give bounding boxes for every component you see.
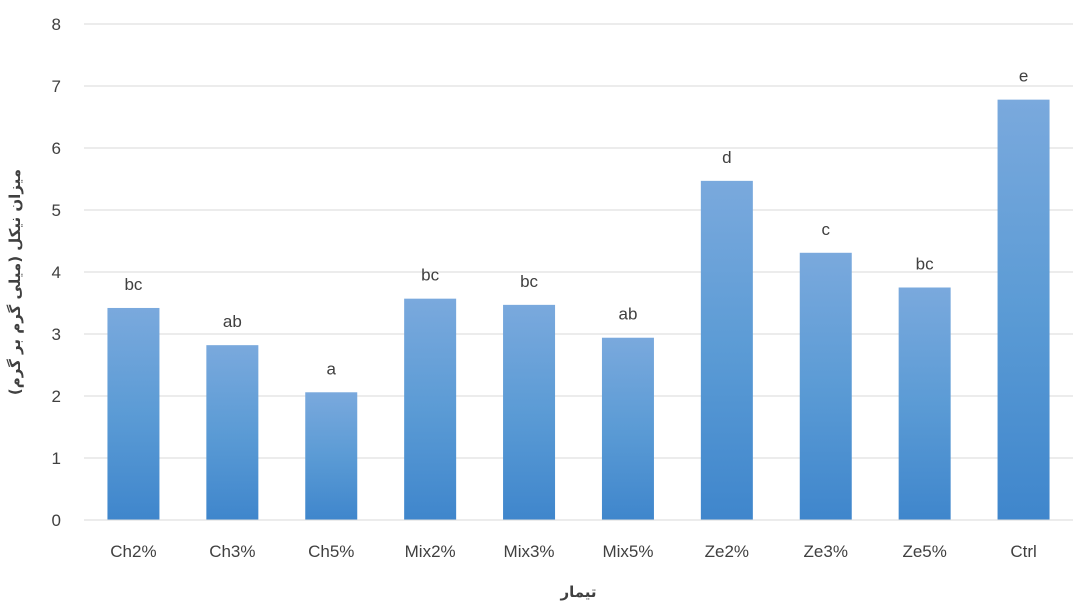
y-tick-label: 7 bbox=[52, 77, 61, 96]
y-axis-title: میزان نیکل (میلی گرم بر گرم) bbox=[6, 169, 24, 395]
y-tick-label: 0 bbox=[52, 511, 61, 530]
x-tick-label: Ch2% bbox=[110, 542, 156, 561]
y-tick-label: 4 bbox=[52, 263, 61, 282]
data-label: bc bbox=[124, 275, 142, 294]
x-tick-label: Mix5% bbox=[602, 542, 653, 561]
x-tick-label: Ctrl bbox=[1010, 542, 1036, 561]
bar bbox=[601, 337, 654, 520]
bars bbox=[107, 99, 1050, 521]
bar bbox=[503, 304, 556, 520]
y-tick-label: 5 bbox=[52, 201, 61, 220]
data-label: ab bbox=[223, 312, 242, 331]
bar bbox=[404, 298, 457, 520]
data-label: bc bbox=[421, 266, 439, 285]
bar bbox=[206, 345, 259, 520]
y-tick-label: 3 bbox=[52, 325, 61, 344]
bar bbox=[898, 287, 951, 520]
data-label: bc bbox=[520, 272, 538, 291]
data-label: ab bbox=[618, 305, 637, 324]
data-label: bc bbox=[916, 255, 934, 274]
x-tick-label: Ch5% bbox=[308, 542, 354, 561]
data-label: d bbox=[722, 148, 731, 167]
x-tick-label: Ze5% bbox=[902, 542, 946, 561]
x-tick-label: Mix3% bbox=[504, 542, 555, 561]
bar bbox=[799, 252, 852, 520]
data-label: c bbox=[822, 220, 831, 239]
bar bbox=[997, 99, 1050, 520]
bar bbox=[305, 392, 358, 520]
bar bbox=[107, 307, 160, 520]
x-tick-label: Mix2% bbox=[405, 542, 456, 561]
y-tick-label: 8 bbox=[52, 15, 61, 34]
x-tick-label: Ze3% bbox=[804, 542, 848, 561]
x-axis-title: تیمار bbox=[559, 583, 596, 601]
bar bbox=[700, 180, 753, 521]
x-tick-label: Ze2% bbox=[705, 542, 749, 561]
y-tick-label: 6 bbox=[52, 139, 61, 158]
x-axis-ticks: Ch2% Ch3% Ch5% Mix2% Mix3% Mix5% Ze2% Ze3% Ze5% C… bbox=[110, 542, 1036, 561]
data-label: e bbox=[1019, 67, 1028, 86]
data-label: a bbox=[327, 359, 337, 378]
y-axis-ticks: 0 1 2 3 4 5 6 7 8 bbox=[52, 15, 61, 530]
y-tick-label: 1 bbox=[52, 449, 61, 468]
x-tick-label: Ch3% bbox=[209, 542, 255, 561]
y-tick-label: 2 bbox=[52, 387, 61, 406]
data-labels: bc ab a bc bc ab d c bc e bbox=[124, 67, 1028, 379]
